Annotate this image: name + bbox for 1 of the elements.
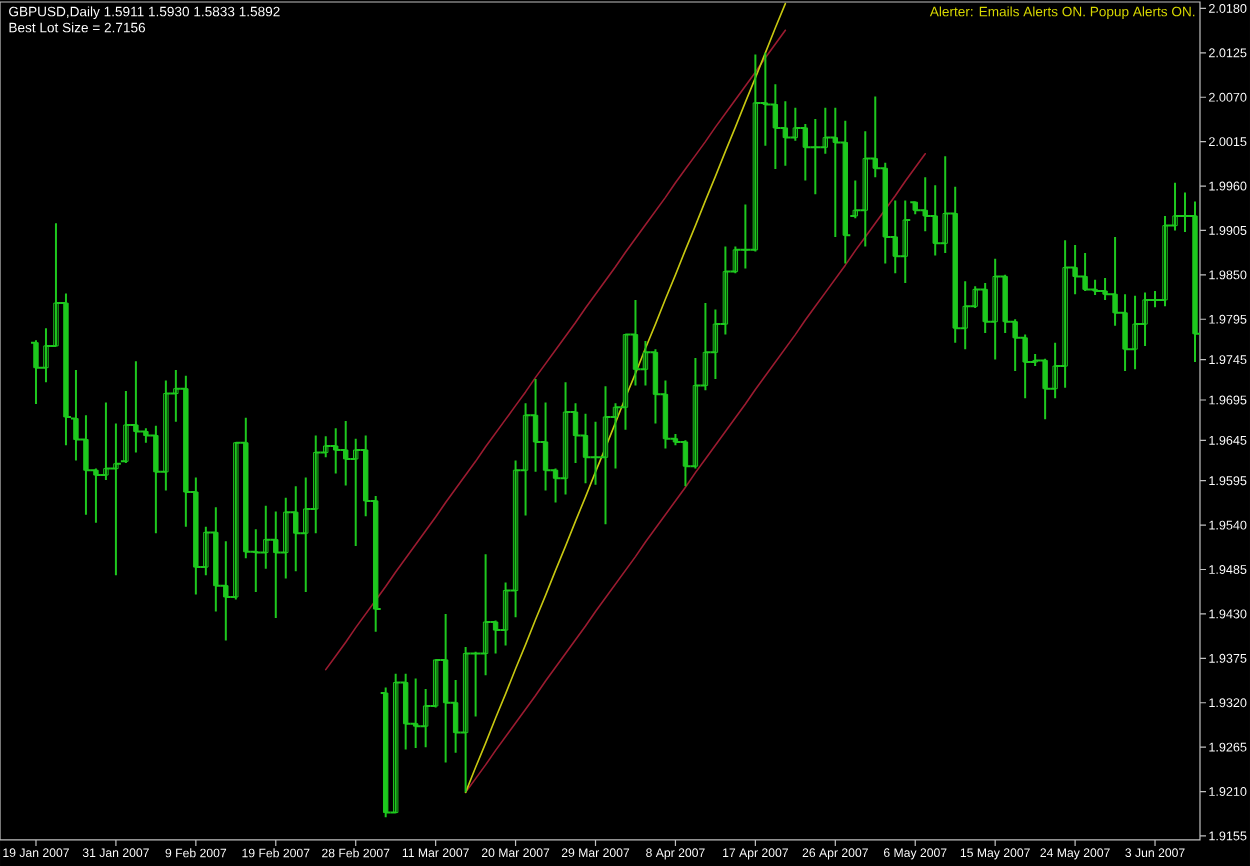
line-series: [464, 2, 787, 794]
